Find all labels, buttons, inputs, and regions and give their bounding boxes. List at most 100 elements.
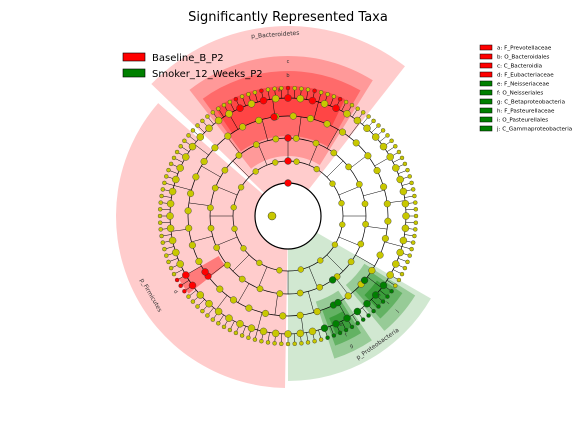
tree-node: [252, 168, 259, 175]
tree-node: [307, 115, 315, 123]
tree-node: [224, 261, 231, 269]
sector-label-j: j: [394, 309, 400, 315]
tree-node: [192, 173, 200, 181]
tree-node: [312, 139, 320, 147]
tree-node: [230, 204, 237, 211]
tree-node: [401, 199, 410, 208]
leaf-node: [405, 259, 410, 265]
leaf-node: [385, 133, 390, 138]
tree-node: [345, 163, 352, 171]
leaf-node: [200, 308, 205, 314]
legend-entry-smoker: Smoker_12_Weeks_P2: [152, 69, 263, 80]
leaf-node: [160, 187, 166, 192]
leaf-node: [158, 227, 163, 232]
significant-node: [284, 157, 292, 165]
leaf-node: [325, 92, 330, 97]
leaf-node: [396, 277, 402, 283]
leaf-node: [182, 289, 187, 294]
tree-node: [399, 187, 408, 196]
leaf-node: [366, 313, 371, 318]
leaf-node: [396, 149, 402, 155]
significant-node: [201, 268, 209, 276]
tree-node: [368, 267, 376, 275]
tree-node: [344, 292, 352, 300]
leaf-branches: [160, 88, 416, 344]
tree-node: [214, 307, 223, 316]
tree-node: [211, 144, 219, 152]
tree-node: [284, 94, 292, 102]
leaf-node: [409, 246, 414, 252]
taxa-legend-swatch: [479, 71, 493, 78]
tree-node: [272, 135, 280, 143]
taxa-legend-swatch: [479, 89, 493, 96]
leaf-node: [413, 227, 418, 232]
leaf-node: [402, 161, 408, 167]
tree-node: [296, 94, 304, 103]
significant-node: [270, 113, 278, 121]
leaf-node: [162, 246, 167, 252]
leaf-node: [299, 86, 304, 91]
leaf-node: [246, 335, 251, 340]
tree-node: [363, 300, 371, 308]
leaf-node: [171, 271, 177, 277]
taxa-legend-swatch: [479, 125, 493, 132]
leaf-node: [318, 90, 324, 95]
tree-node: [188, 142, 197, 151]
leaf-node: [162, 180, 167, 186]
leaf-node: [399, 155, 405, 161]
tree-node: [255, 116, 263, 124]
tree-node: [256, 285, 264, 293]
tree-node: [195, 257, 203, 265]
tree-node: [383, 200, 391, 208]
tree-node: [362, 220, 369, 228]
leaf-node: [355, 321, 360, 326]
tree-node: [320, 324, 329, 332]
leaf-node: [305, 340, 311, 345]
tree-node: [256, 259, 263, 267]
leaf-node: [221, 324, 227, 330]
leaf-node: [366, 114, 371, 119]
taxa-legend-entry: j: C_Gammaproteobacteria: [496, 127, 572, 133]
leaf-node: [210, 110, 216, 115]
leaf-node: [216, 321, 221, 326]
tree-node: [308, 96, 317, 105]
tree-node: [272, 159, 279, 166]
leaf-node: [331, 333, 337, 338]
sector-f: [322, 300, 362, 346]
tree-node: [168, 236, 177, 245]
leaf-node: [252, 337, 258, 342]
leaf-node: [259, 88, 264, 94]
leaf-node: [413, 220, 418, 225]
leaf-node: [178, 144, 183, 149]
tree-node: [373, 167, 381, 175]
tree-node: [392, 260, 400, 268]
tree-node: [176, 164, 184, 172]
tree-node: [236, 104, 244, 112]
leaf-node: [305, 87, 311, 92]
tree-node: [235, 152, 243, 159]
tree-node: [196, 291, 205, 299]
taxa-legend-entry: h: F_Pasteurellaceae: [497, 109, 555, 115]
leaf-node: [272, 86, 277, 91]
leaf-node: [376, 304, 381, 309]
tree-node: [200, 157, 208, 165]
sector-label-f: f: [344, 332, 348, 338]
leaf-node: [272, 341, 277, 346]
tree-node: [184, 207, 192, 215]
tree-node: [276, 290, 284, 297]
tree-node: [297, 266, 304, 273]
sector-label-d: d: [172, 289, 179, 295]
tree-node: [289, 112, 297, 120]
leaf-node: [160, 240, 166, 245]
leaf-node: [413, 207, 418, 212]
leaf-node: [355, 106, 360, 111]
tree-node: [172, 175, 180, 184]
tree-node: [332, 320, 340, 328]
tree-node: [402, 212, 410, 220]
tree-node: [247, 324, 256, 332]
taxa-legend-entry: e: F_Neisseriaceae: [497, 82, 550, 88]
tree-node: [296, 289, 304, 297]
tree-node: [352, 139, 360, 147]
tree-node: [238, 184, 245, 191]
taxa-legend-swatch: [479, 116, 493, 123]
